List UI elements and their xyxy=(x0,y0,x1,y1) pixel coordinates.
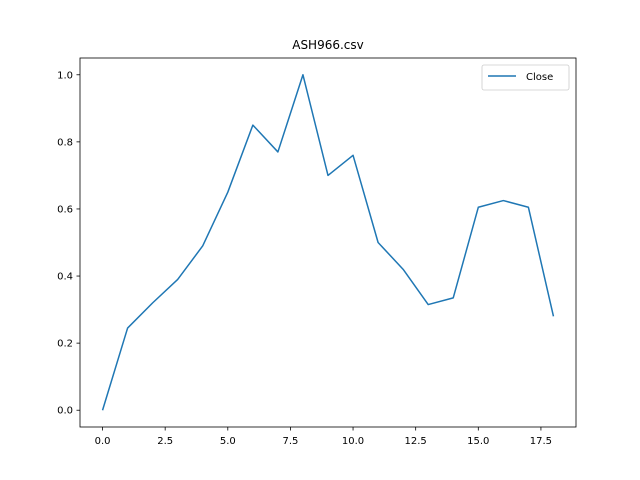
series-layer xyxy=(101,74,555,411)
chart-title: ASH966.csv xyxy=(292,38,364,52)
x-tick-label: 15.0 xyxy=(467,436,489,447)
x-axis: 0.0 2.5 5.0 7.5 10.0 12.5 15.0 17.5 xyxy=(95,427,552,447)
y-tick-label: 0.0 xyxy=(57,406,73,417)
x-tick-label: 17.5 xyxy=(530,436,552,447)
y-tick-label: 0.2 xyxy=(57,339,73,350)
legend-label-close: Close xyxy=(526,72,553,83)
legend-box xyxy=(481,64,570,91)
x-tick-label: 5.0 xyxy=(220,436,236,447)
y-tick-label: 0.8 xyxy=(57,137,73,148)
y-tick-label: 1.0 xyxy=(57,70,73,81)
x-tick-label: 10.0 xyxy=(342,436,364,447)
y-tick-label: 0.4 xyxy=(57,272,73,283)
y-tick-label: 0.6 xyxy=(57,204,73,215)
plot-frame xyxy=(79,57,577,428)
x-tick-label: 7.5 xyxy=(282,436,298,447)
y-axis: 0.0 0.2 0.4 0.6 0.8 1.0 xyxy=(57,70,80,417)
x-tick-label: 0.0 xyxy=(95,436,111,447)
x-tick-label: 12.5 xyxy=(405,436,427,447)
legend: Close xyxy=(481,64,570,91)
x-tick-label: 2.5 xyxy=(157,436,173,447)
